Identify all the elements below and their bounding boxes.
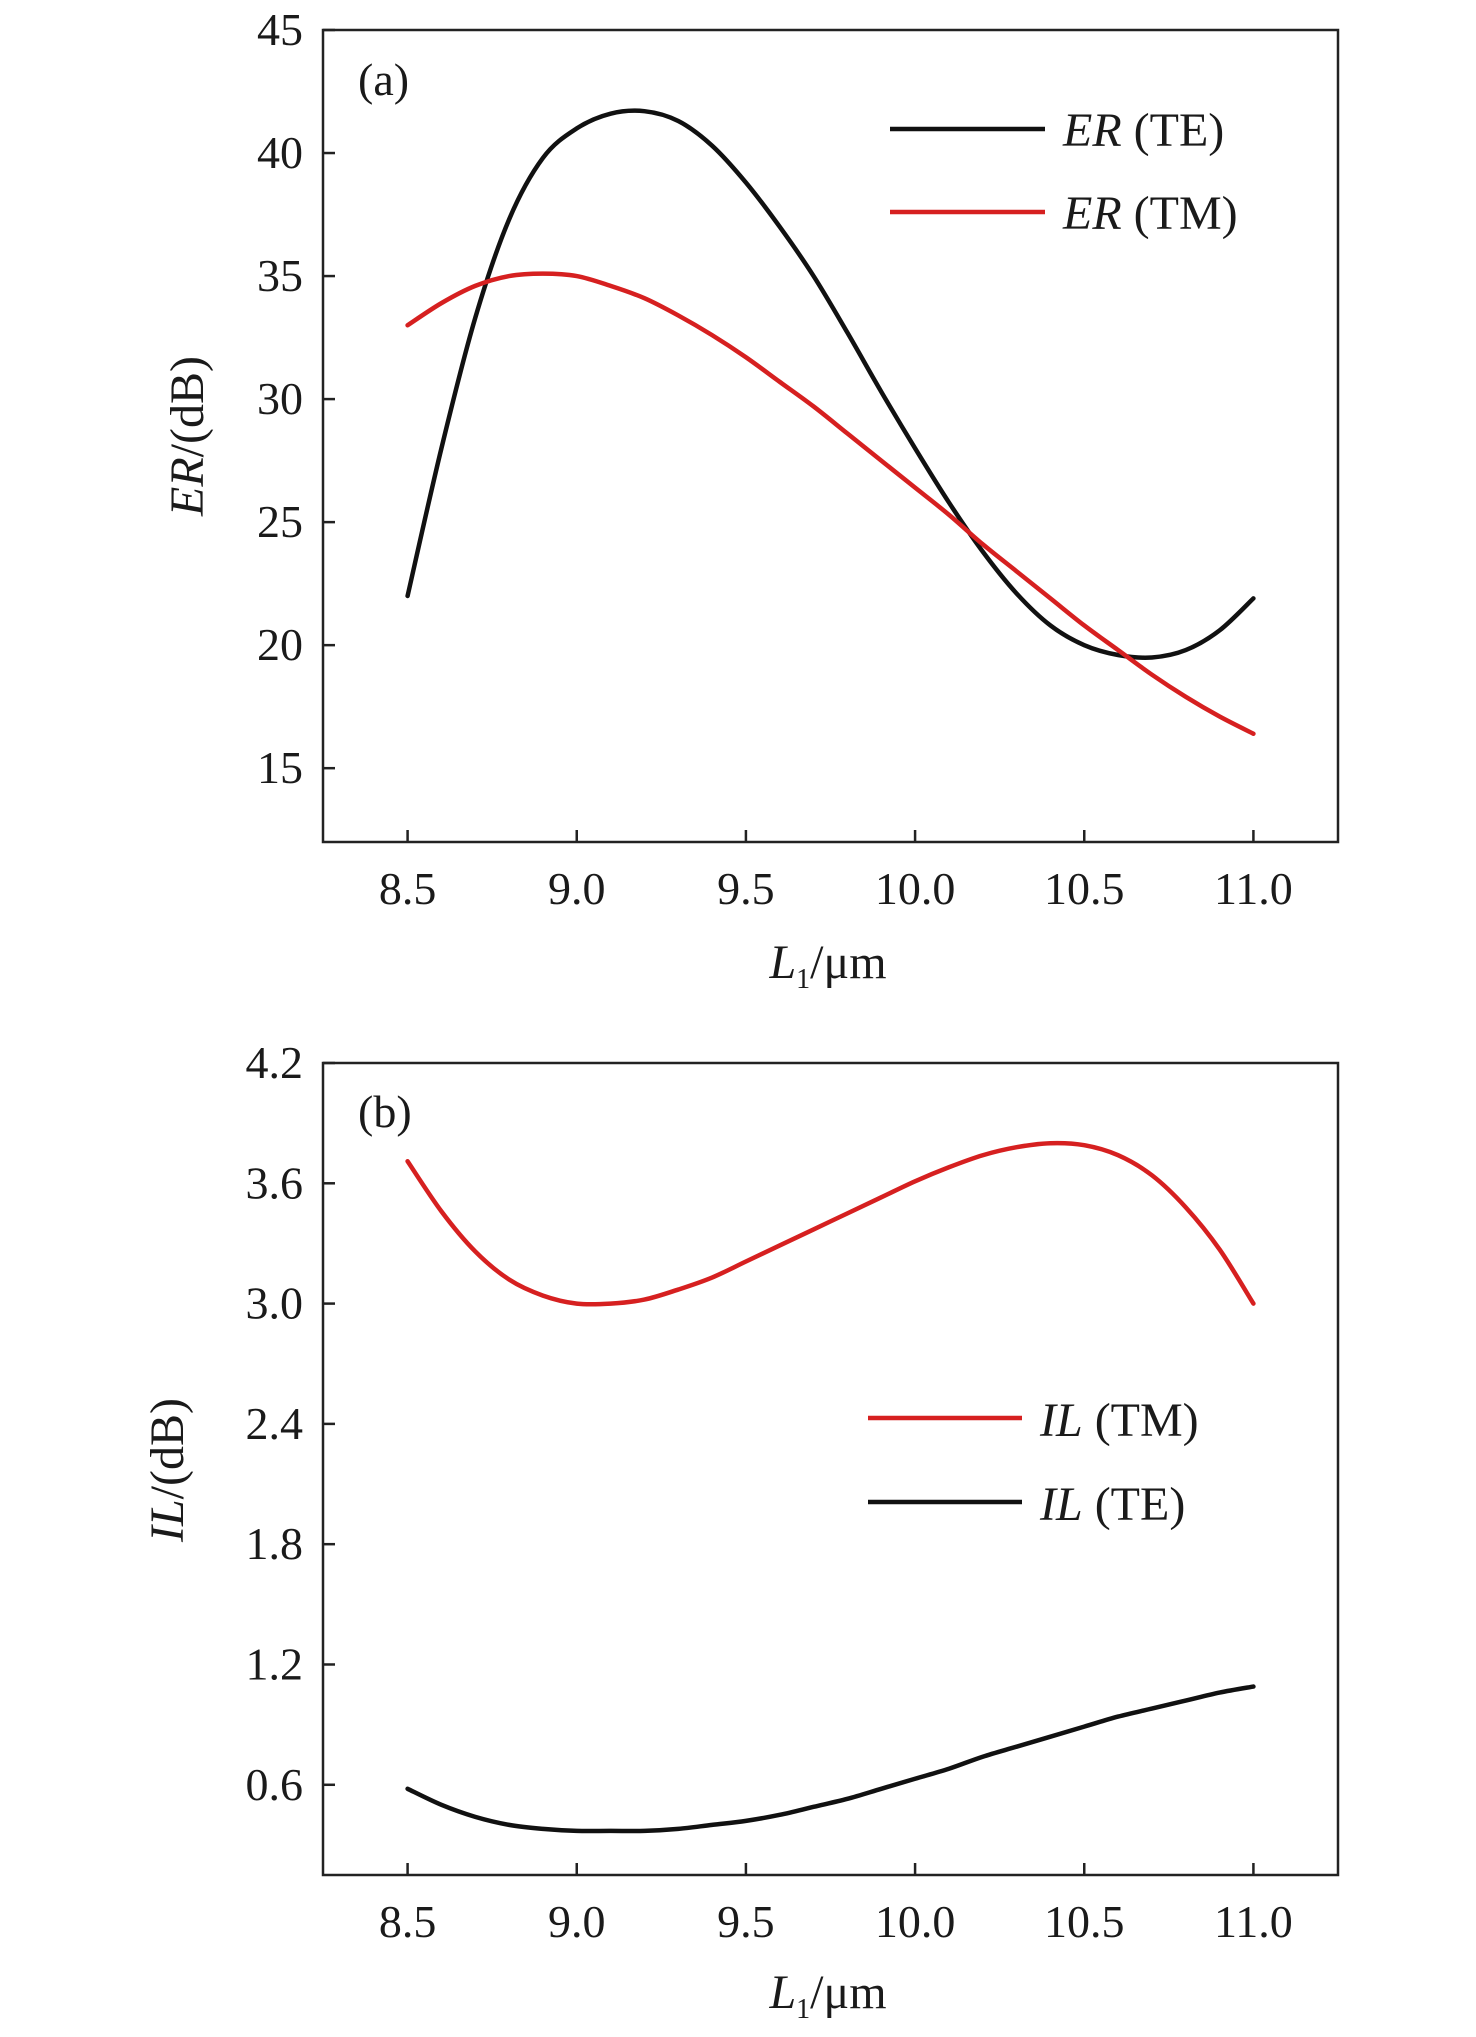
- panel-a: (a) 15 20 25 30 35 40 45 8.5 9.0 9.5 10.0 10.5 11.0…: [161, 4, 1340, 995]
- panel-b-legend-text-0-main: IL: [1039, 1394, 1083, 1447]
- panel-b-x-tick-label: 10.5: [1044, 1896, 1125, 1947]
- panel-a-x-axis-label-sub: 1: [796, 964, 810, 995]
- panel-a-y-tick-label: 25: [257, 496, 303, 547]
- panel-a-x-tick-label: 11.0: [1214, 863, 1293, 914]
- panel-a-plot-frame: [321, 28, 1340, 844]
- panel-a-y-axis-label-main: ER: [161, 457, 214, 517]
- panel-b-y-ticks: [323, 1061, 335, 1787]
- panel-b-y-tick-label: 3.0: [246, 1278, 304, 1329]
- panel-a-y-tick-label: 45: [257, 4, 303, 55]
- panel-b-legend-text-1-main: IL: [1039, 1478, 1083, 1531]
- panel-b-y-tick-label: 4.2: [246, 1037, 304, 1088]
- panel-a-legend: ER (TE) ER (TM): [890, 104, 1238, 240]
- panel-a-series-line-er-te: [405, 108, 1256, 660]
- panel-b-series-line-il-te: [405, 1684, 1256, 1834]
- panel-a-x-axis-label: L1/μm: [768, 936, 886, 995]
- panel-a-y-axis-label-unit: /(dB): [161, 356, 214, 457]
- panel-b-legend-text-1: IL (TE): [1039, 1478, 1185, 1531]
- panel-a-label: (a): [358, 54, 409, 105]
- panel-a-x-tick-labels: 8.5 9.0 9.5 10.0 10.5 11.0: [379, 863, 1293, 914]
- panel-a-x-ticks: [406, 830, 1255, 842]
- panel-a-legend-item-1: ER (TM): [890, 187, 1238, 240]
- panel-b-legend-item-1: IL (TE): [868, 1478, 1185, 1531]
- panel-a-y-tick-label: 35: [257, 250, 303, 301]
- panel-b-x-tick-label: 9.0: [548, 1896, 606, 1947]
- panel-a-legend-text-0-main: ER: [1062, 104, 1122, 157]
- panel-b-y-axis-label-main: IL: [141, 1499, 194, 1543]
- panel-b-plot-frame: [321, 1061, 1340, 1877]
- panel-a-legend-item-0: ER (TE): [890, 104, 1224, 157]
- panel-a-y-tick-label: 15: [257, 742, 303, 793]
- panel-a-legend-text-1-rest: (TM): [1122, 187, 1238, 240]
- panel-b-label: (b): [358, 1086, 412, 1137]
- panel-b-y-axis: 0.6 1.2 1.8 2.4 3.0 3.6 4.2: [246, 1037, 335, 1810]
- panel-b-x-tick-labels: 8.5 9.0 9.5 10.0 10.5 11.0: [379, 1896, 1293, 1947]
- panel-a-x-axis-label-unit: /μm: [810, 936, 886, 989]
- panel-b-x-ticks: [406, 1863, 1255, 1875]
- panel-b-x-axis-label-main: L: [768, 1966, 796, 2019]
- panel-a-legend-text-1-main: ER: [1062, 187, 1122, 240]
- panel-b-y-tick-labels: 0.6 1.2 1.8 2.4 3.0 3.6 4.2: [246, 1037, 304, 1810]
- panel-a-series-lines: [405, 108, 1256, 736]
- panel-a-y-tick-label: 40: [257, 127, 303, 178]
- panel-b-y-tick-label: 1.8: [246, 1518, 304, 1569]
- panel-b-y-tick-label: 2.4: [246, 1398, 304, 1449]
- panel-a-y-tick-label: 20: [257, 619, 303, 670]
- panel-a-x-tick-label: 8.5: [379, 863, 437, 914]
- panel-a-y-ticks: [323, 28, 335, 770]
- panel-a-legend-text-1: ER (TM): [1062, 187, 1238, 240]
- panel-a-y-tick-labels: 15 20 25 30 35 40 45: [257, 4, 303, 793]
- panel-b-y-tick-label: 3.6: [246, 1157, 304, 1208]
- panel-b-legend-item-0: IL (TM): [868, 1394, 1199, 1447]
- panel-b-x-tick-label: 8.5: [379, 1896, 437, 1947]
- panel-a-y-axis: 15 20 25 30 35 40 45: [257, 4, 335, 793]
- panel-a-y-axis-label: ER/(dB): [161, 356, 214, 517]
- panel-a-x-tick-label: 10.0: [875, 863, 956, 914]
- panel-b-legend-text-0: IL (TM): [1039, 1394, 1199, 1447]
- panel-b-x-axis-label-unit: /μm: [810, 1966, 886, 2019]
- panel-a-legend-text-0: ER (TE): [1062, 104, 1224, 157]
- panel-b-x-tick-label: 10.0: [875, 1896, 956, 1947]
- panel-b-legend: IL (TM) IL (TE): [868, 1394, 1199, 1531]
- panel-b-x-axis: 8.5 9.0 9.5 10.0 10.5 11.0: [379, 1863, 1293, 1947]
- panel-a-legend-text-0-rest: (TE): [1122, 104, 1225, 157]
- panel-b-x-tick-label: 11.0: [1214, 1896, 1293, 1947]
- panel-b-series-line-il-tm: [405, 1140, 1256, 1307]
- panel-a-x-axis: 8.5 9.0 9.5 10.0 10.5 11.0: [379, 830, 1293, 914]
- panel-a-y-tick-label: 30: [257, 373, 303, 424]
- panel-a-x-tick-label: 9.0: [548, 863, 606, 914]
- panel-b-x-axis-label-sub: 1: [796, 1994, 810, 2025]
- panel-b-y-tick-label: 1.2: [246, 1638, 304, 1689]
- panel-a-x-tick-label: 9.5: [717, 863, 775, 914]
- panel-b-y-tick-label: 0.6: [246, 1759, 304, 1810]
- panel-b-y-axis-label: IL/(dB): [141, 1398, 194, 1543]
- panel-b-y-axis-label-unit: /(dB): [141, 1398, 194, 1499]
- panel-b-series-lines: [405, 1140, 1256, 1834]
- panel-b-legend-text-1-rest: (TE): [1083, 1478, 1186, 1531]
- panel-a-series-line-er-tm: [405, 271, 1256, 736]
- panel-b-x-axis-label: L1/μm: [768, 1966, 886, 2025]
- panel-a-x-tick-label: 10.5: [1044, 863, 1125, 914]
- panel-b-x-tick-label: 9.5: [717, 1896, 775, 1947]
- panel-a-x-axis-label-main: L: [768, 936, 796, 989]
- panel-b: (b) 0.6 1.2 1.8 2.4 3.0 3.6 4.2 8.5 9.0 9.5 10.0 1…: [141, 1037, 1340, 2025]
- panel-b-legend-text-0-rest: (TM): [1083, 1394, 1199, 1447]
